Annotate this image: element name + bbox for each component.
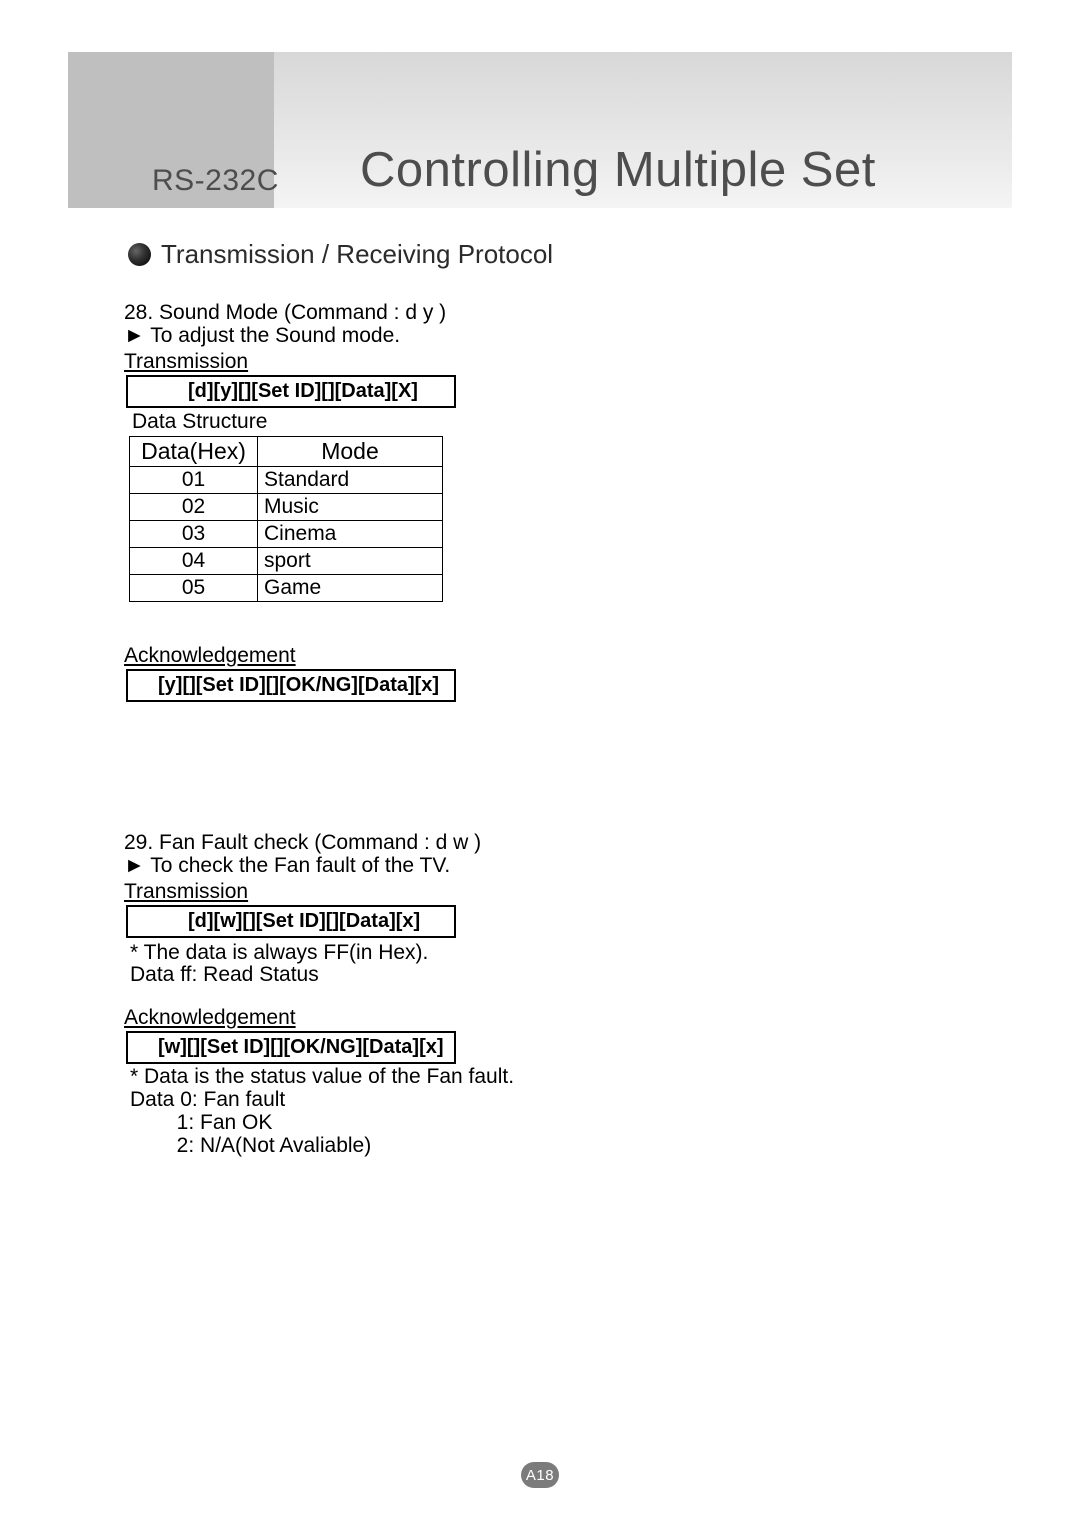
table-cell: Cinema [258, 521, 443, 548]
table-cell: 01 [130, 467, 258, 494]
table-row: 05 Game [130, 575, 443, 602]
cmd29-status4: 2: N/A(Not Avaliable) [130, 1133, 371, 1158]
table-cell: 03 [130, 521, 258, 548]
section-title: Transmission / Receiving Protocol [161, 239, 553, 270]
cmd29-title: 29. Fan Fault check (Command : d w ) [124, 830, 481, 855]
cmd28-ack-code: [y][][Set ID][][OK/NG][Data][x] [126, 669, 456, 702]
cmd29-tx-code: [d][w][][Set ID][][Data][x] [126, 905, 456, 938]
table-cell: Game [258, 575, 443, 602]
table-row: 02 Music [130, 494, 443, 521]
bullet-icon [128, 243, 151, 266]
cmd28-tx-code: [d][y][][Set ID][][Data][X] [126, 375, 456, 408]
cmd28-ds-label: Data Structure [132, 409, 267, 434]
table-row: 01 Standard [130, 467, 443, 494]
cmd28-desc: ► To adjust the Sound mode. [124, 323, 400, 348]
cmd28-table: Data(Hex) Mode 01 Standard 02 Music 03 C… [129, 436, 443, 602]
table-header: Data(Hex) [130, 437, 258, 467]
table-cell: sport [258, 548, 443, 575]
cmd29-status3: 1: Fan OK [130, 1110, 272, 1135]
table-cell: 05 [130, 575, 258, 602]
table-cell: 02 [130, 494, 258, 521]
table-row: 04 sport [130, 548, 443, 575]
table-cell: 04 [130, 548, 258, 575]
table-header-row: Data(Hex) Mode [130, 437, 443, 467]
cmd29-note2: Data ff: Read Status [130, 962, 319, 987]
cmd29-status1: * Data is the status value of the Fan fa… [130, 1064, 514, 1089]
table-cell: Standard [258, 467, 443, 494]
cmd29-ack-code: [w][][Set ID][][OK/NG][Data][x] [126, 1031, 456, 1064]
cmd28-title: 28. Sound Mode (Command : d y ) [124, 300, 446, 325]
cmd29-ack-label: Acknowledgement [124, 1005, 296, 1030]
cmd28-ack-label: Acknowledgement [124, 643, 296, 668]
cmd29-desc: ► To check the Fan fault of the TV. [124, 853, 450, 878]
table-header: Mode [258, 437, 443, 467]
cmd28-tx-label: Transmission [124, 349, 248, 374]
rs-label: RS-232C [152, 164, 279, 198]
cmd29-tx-label: Transmission [124, 879, 248, 904]
cmd29-status2: Data 0: Fan fault [130, 1087, 285, 1112]
page-number-badge: A18 [521, 1462, 559, 1488]
main-title: Controlling Multiple Set [360, 142, 876, 198]
table-row: 03 Cinema [130, 521, 443, 548]
page: RS-232C Controlling Multiple Set Transmi… [0, 0, 1080, 1530]
table-cell: Music [258, 494, 443, 521]
section-heading: Transmission / Receiving Protocol [128, 239, 553, 270]
